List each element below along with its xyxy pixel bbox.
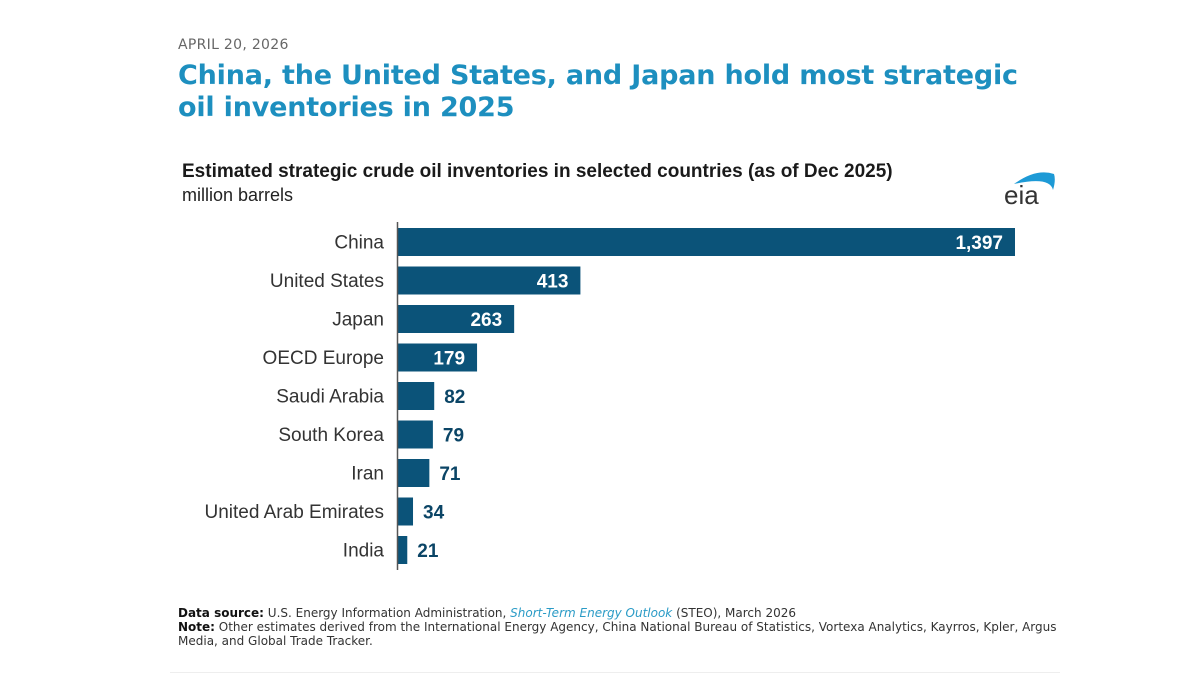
bar [398, 420, 433, 449]
category-label: Saudi Arabia [276, 387, 384, 408]
bar [398, 343, 478, 372]
note-text: Other estimates derived from the Interna… [178, 620, 1057, 648]
bar [398, 382, 435, 410]
bar [398, 266, 581, 295]
value-label: 79 [443, 426, 464, 447]
publish-date: APRIL 20, 2026 [178, 37, 289, 53]
data-source-date: (STEO), March 2026 [672, 606, 796, 620]
data-source-text: U.S. Energy Information Administration, [263, 606, 511, 620]
value-label: 179 [433, 349, 465, 370]
category-label: OECD Europe [263, 348, 384, 369]
logo-arc [1014, 172, 1055, 190]
eia-logo-icon: eia [1004, 172, 1055, 210]
category-label: Japan [332, 310, 384, 331]
category-labels: China United States Japan OECD Europe Saudi … [204, 233, 384, 562]
category-label: South Korea [278, 425, 384, 446]
page-headline: China, the United States, and Japan hold… [178, 60, 1018, 123]
steo-link[interactable]: Short-Term Energy Outlook [510, 606, 673, 620]
logo-text: eia [1004, 180, 1039, 210]
category-label: India [343, 541, 385, 562]
chart-title: Estimated strategic crude oil inventorie… [182, 161, 893, 182]
category-label: Iran [351, 464, 384, 485]
value-label: 71 [439, 464, 461, 485]
bottom-divider [170, 672, 1060, 673]
bar [398, 228, 1015, 256]
value-label: 82 [444, 387, 465, 408]
chart-units: million barrels [182, 185, 294, 205]
value-label: 21 [417, 541, 439, 562]
bar [398, 497, 414, 526]
bar [398, 459, 430, 487]
note-label: Note: [178, 620, 215, 634]
data-source-label: Data source: [178, 606, 264, 620]
bar [398, 305, 515, 333]
value-label: 413 [537, 272, 569, 293]
eia-logo[interactable]: eia [1000, 166, 1060, 210]
value-label: 1,397 [955, 233, 1003, 254]
note-line: Note: Other estimates derived from the I… [178, 620, 1058, 648]
category-label: United Arab Emirates [204, 502, 384, 523]
bars [398, 228, 1015, 564]
bar [398, 536, 408, 564]
value-label: 263 [470, 310, 502, 331]
data-source-line: Data source: U.S. Energy Information Adm… [178, 606, 1058, 620]
category-label: China [334, 233, 384, 254]
category-label: United States [270, 271, 384, 292]
bar-chart: China United States Japan OECD Europe Saudi … [204, 222, 1015, 570]
value-label: 34 [423, 503, 445, 524]
chart-footer: Data source: U.S. Energy Information Adm… [178, 606, 1058, 648]
